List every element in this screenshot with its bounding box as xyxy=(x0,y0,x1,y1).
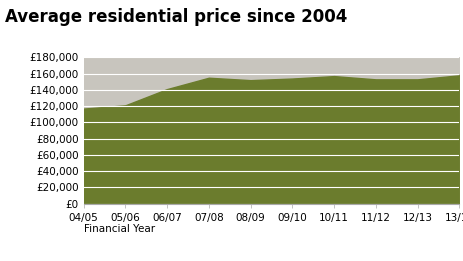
Text: Average residential price since 2004: Average residential price since 2004 xyxy=(5,8,346,26)
X-axis label: Financial Year: Financial Year xyxy=(83,224,154,234)
